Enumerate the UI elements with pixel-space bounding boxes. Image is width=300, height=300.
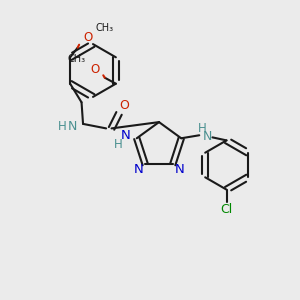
Text: N: N xyxy=(175,163,184,176)
Text: N: N xyxy=(121,129,130,142)
Text: N: N xyxy=(203,130,212,143)
Text: H: H xyxy=(114,138,122,151)
Text: N: N xyxy=(134,163,143,176)
Text: CH₃: CH₃ xyxy=(96,23,114,33)
Text: CH₃: CH₃ xyxy=(67,54,85,64)
Text: N: N xyxy=(68,120,77,133)
Text: H: H xyxy=(198,122,207,135)
Text: H: H xyxy=(58,120,67,133)
Text: O: O xyxy=(83,31,92,44)
Text: O: O xyxy=(119,98,129,112)
Text: O: O xyxy=(90,63,100,76)
Text: Cl: Cl xyxy=(220,202,232,216)
